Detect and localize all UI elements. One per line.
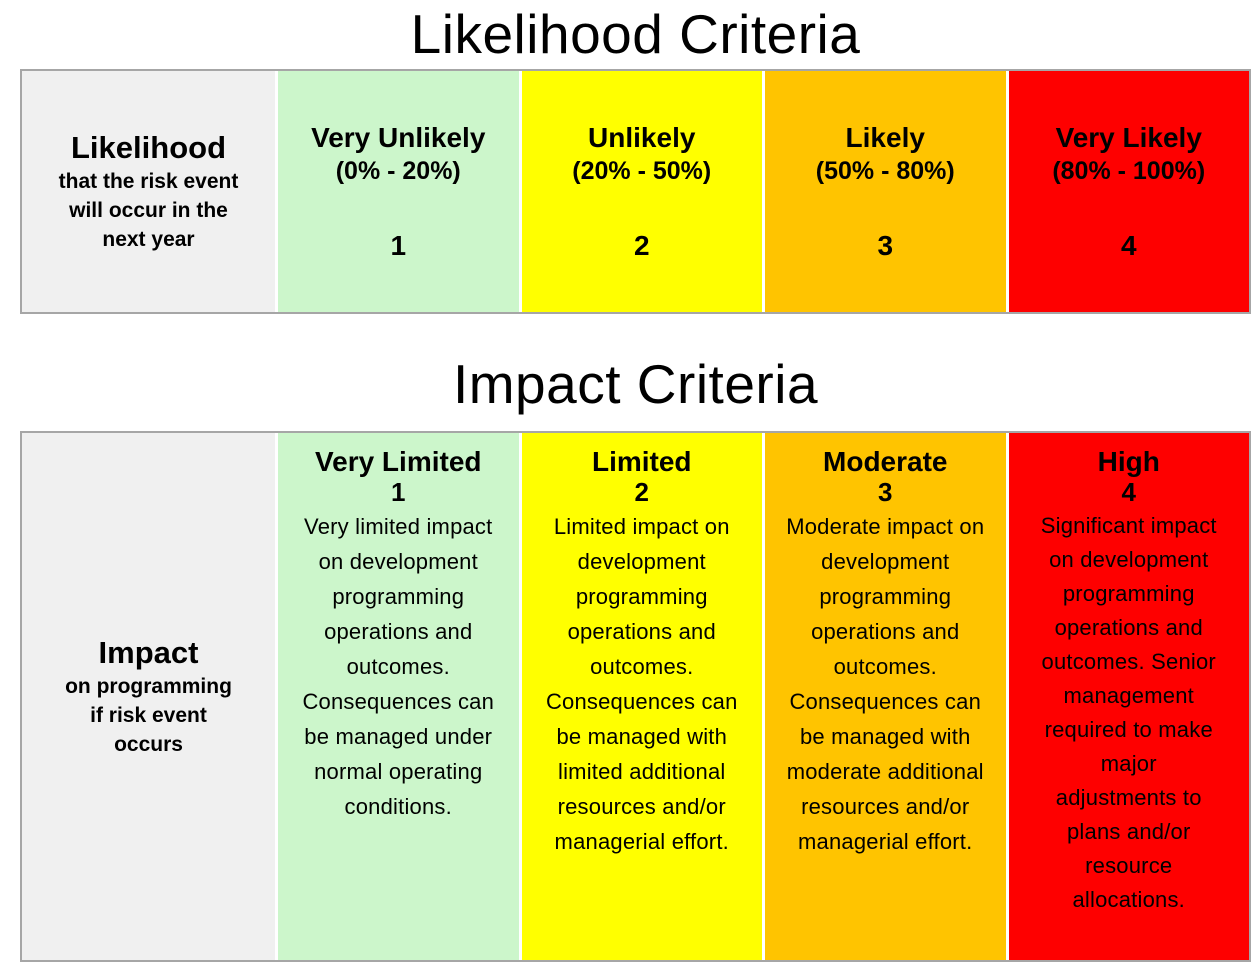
likelihood-cell-label: Unlikely bbox=[588, 121, 696, 153]
impact-cell-description: Significant impact on development progra… bbox=[1040, 513, 1217, 912]
impact-header-title: Impact bbox=[98, 635, 199, 670]
impact-table: Impact on programming if risk event occu… bbox=[20, 431, 1251, 962]
impact-header-cell: Impact on programming if risk event occu… bbox=[22, 433, 275, 960]
impact-header-subtitle: on programming if risk event occurs bbox=[65, 675, 232, 756]
likelihood-cell-very-unlikely: Very Unlikely (0% - 20%) 1 bbox=[275, 71, 519, 312]
impact-cell-label: Very Limited bbox=[314, 446, 482, 477]
likelihood-cell-range: (0% - 20%) bbox=[335, 156, 461, 185]
impact-cell-limited: Limited 2 Limited impact on development … bbox=[518, 433, 762, 960]
likelihood-cell-likely: Likely (50% - 80%) 3 bbox=[762, 71, 1006, 312]
likelihood-cell-range: (50% - 80%) bbox=[815, 156, 955, 185]
likelihood-cell-label: Likely bbox=[845, 121, 925, 153]
likelihood-cell-unlikely: Unlikely (20% - 50%) 2 bbox=[518, 71, 762, 312]
impact-cell-description: Very limited impact on development progr… bbox=[302, 514, 495, 819]
likelihood-cell-score: 3 bbox=[877, 229, 894, 261]
likelihood-cell-label: Very Likely bbox=[1055, 121, 1202, 153]
impact-cell-very-limited: Very Limited 1 Very limited impact on de… bbox=[275, 433, 519, 960]
likelihood-cell-range: (80% - 100%) bbox=[1052, 156, 1206, 185]
impact-cell-label: Moderate bbox=[823, 446, 948, 477]
likelihood-header-title: Likelihood bbox=[71, 130, 226, 165]
likelihood-cell-label: Very Unlikely bbox=[311, 121, 486, 153]
impact-cell-high: High 4 Significant impact on development… bbox=[1005, 433, 1249, 960]
likelihood-header-cell: Likelihood that the risk event will occu… bbox=[22, 71, 275, 312]
impact-cell-moderate: Moderate 3 Moderate impact on developmen… bbox=[762, 433, 1006, 960]
impact-cell-description: Limited impact on development programmin… bbox=[545, 514, 738, 854]
likelihood-cell-score: 1 bbox=[390, 229, 407, 261]
likelihood-cell-very-likely: Very Likely (80% - 100%) 4 bbox=[1005, 71, 1249, 312]
impact-cell-label: High bbox=[1097, 446, 1160, 477]
impact-cell-description: Moderate impact on development programmi… bbox=[786, 514, 985, 854]
likelihood-cell-score: 2 bbox=[633, 229, 650, 261]
likelihood-criteria-title: Likelihood Criteria bbox=[410, 3, 861, 65]
impact-cell-score: 2 bbox=[634, 477, 649, 507]
impact-cell-score: 1 bbox=[391, 477, 406, 507]
impact-cell-score: 3 bbox=[878, 477, 893, 507]
likelihood-header-subtitle: that the risk event will occur in the ne… bbox=[58, 170, 239, 251]
impact-criteria-title: Impact Criteria bbox=[452, 353, 819, 415]
likelihood-table: Likelihood that the risk event will occu… bbox=[20, 69, 1251, 314]
impact-cell-label: Limited bbox=[591, 446, 692, 477]
impact-cell-score: 4 bbox=[1121, 477, 1136, 507]
likelihood-cell-score: 4 bbox=[1120, 229, 1137, 261]
likelihood-cell-range: (20% - 50%) bbox=[572, 156, 712, 185]
